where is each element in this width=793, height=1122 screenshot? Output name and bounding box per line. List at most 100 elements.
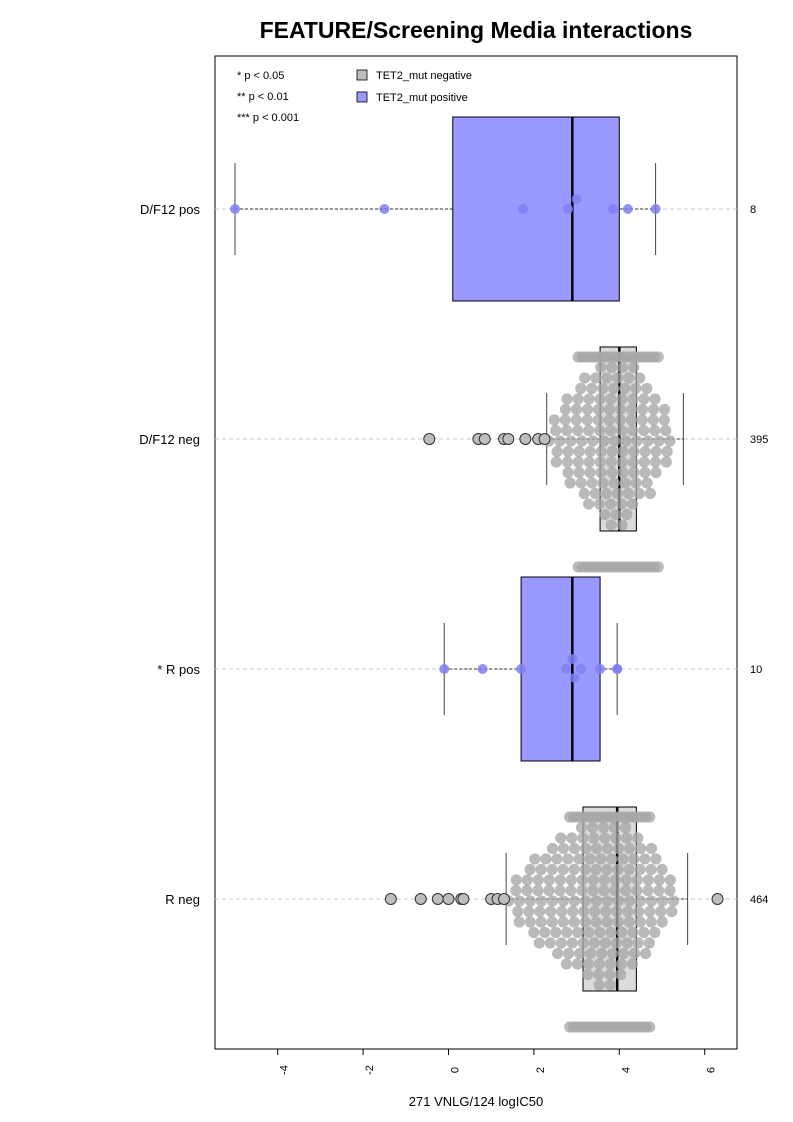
swarm-point [594,456,606,468]
x-axis: -4 -2 0 2 4 6 [277,1049,718,1075]
data-point [607,204,618,214]
swarm-point [620,435,632,447]
swarm-point [557,895,570,907]
swarm-point [579,895,592,907]
swarm-point [616,498,628,510]
swarm-point [632,832,644,844]
swarm-point [617,853,629,865]
swarm-point [598,884,610,897]
swarm-point [576,435,588,447]
swarm-point [621,832,633,844]
swarm-point [521,874,533,886]
outlier-point [711,893,724,905]
data-point [567,654,578,664]
x-axis-title: 271 VNLG/124 logIC50 [409,1094,543,1109]
swarm-point [609,874,621,886]
data-point [379,204,390,214]
swarm-point [568,916,580,928]
swarm-point [633,487,645,500]
swarm-point [559,414,571,426]
swarm-point [658,403,671,416]
swarm-point [658,414,670,426]
swarm-point [572,424,584,437]
swarm-point [584,853,596,865]
swarm-point [608,477,620,489]
swarm-point [630,477,642,489]
swarm-point [645,895,658,907]
swarm-point [623,916,635,928]
swarm-point [600,487,612,500]
swarm-point [634,916,646,928]
legend-swatch-1 [356,91,368,103]
swarm-point [620,874,632,886]
swarm-point [634,895,647,907]
data-point [612,664,623,674]
swarm-point [596,947,608,960]
swarm-point [628,466,640,479]
swarm-point [592,403,605,416]
swarm-point [616,393,628,405]
swarm-point [645,863,657,876]
swarm-point [620,884,632,897]
data-point [477,664,488,674]
swarm-point [535,863,547,876]
swarm-point [552,947,564,960]
swarm-point [595,853,607,865]
swarm-point [614,403,627,416]
swarm-point [550,926,562,939]
swarm-point [565,435,577,447]
swarm-point [524,916,536,928]
legend: * p < 0.05 ** p < 0.01 *** p < 0.001 TET2_m… [237,69,472,124]
swarm-point [601,863,613,876]
swarm-point [513,916,525,928]
swarm-point [586,477,598,489]
swarm-point [561,456,573,468]
swarm-point [664,435,676,447]
swarm-point [617,466,629,479]
swarm-point [554,435,566,447]
swarm-point [639,466,651,479]
swarm-point [532,874,544,886]
data-point [650,204,661,214]
swarm-point [562,853,574,865]
swarm-point [641,477,653,489]
swarm-point [546,863,558,876]
swarm-point [521,884,533,897]
swarm-point [595,466,607,479]
swarm-point [661,445,673,458]
swarm-point [630,382,642,395]
swarm-point [611,905,623,918]
swarm-point [653,435,665,447]
swarm-point [603,403,616,416]
swarm-point [588,832,600,844]
swarm-point [660,456,672,468]
swarm-point [652,561,664,573]
swarm-point [599,937,611,949]
swarm-point [612,916,624,928]
data-point [622,204,633,214]
swarm-point [581,403,594,416]
swarm-point [587,884,599,897]
group-label-1: D/F12 neg [139,432,200,447]
swarm-point [636,414,648,426]
swarm-point [597,382,609,395]
swarm-point [598,435,610,447]
swarm-point [510,874,522,886]
swarm-point [667,895,680,907]
x-tick-label-0: -4 [279,1065,291,1075]
swarm-point [653,874,665,886]
swarm-point [623,863,635,876]
swarm-point [535,916,547,928]
swarm-point [590,916,602,928]
swarm-point [627,926,639,939]
swarm-point [579,916,591,928]
group-count-1: 395 [750,434,768,446]
swarm-point [545,905,557,918]
swarm-point [608,382,620,395]
x-tick-label-5: 6 [706,1067,718,1073]
swarm-point [573,853,585,865]
data-point [569,673,580,683]
swarm-point [529,853,541,865]
swarm-point [631,435,643,447]
swarm-point [534,905,546,918]
